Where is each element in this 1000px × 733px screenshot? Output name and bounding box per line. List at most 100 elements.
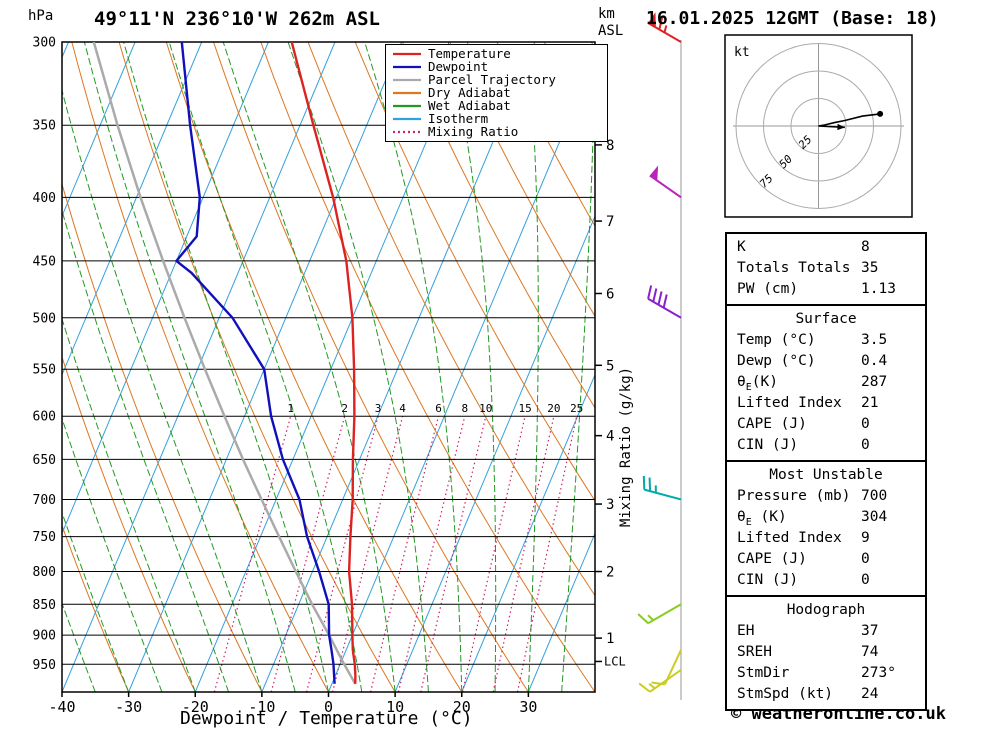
legend-item-temperature: Temperature: [392, 46, 603, 61]
legend-item-dewpoint: Dewpoint: [392, 59, 603, 74]
stats-box-hodograph: Hodograph EH 37 SREH 74 StmDir 273° StmSpd (kt)…: [725, 595, 927, 711]
stat-row: θE (K) 304: [727, 507, 925, 528]
dewpoint-curve: [174, 42, 336, 684]
pressure-tick-label: 600: [33, 410, 56, 425]
stats-box: K 8 Totals Totals 35 PW (cm) 1.13: [725, 232, 927, 306]
parcel-trajectory-curve: [92, 42, 357, 685]
stat-value: 0.4: [861, 353, 888, 369]
stat-row: EH 37: [727, 621, 925, 642]
stat-value: 287: [861, 374, 888, 390]
pressure-tick-label: 800: [33, 565, 56, 580]
stat-row: CIN (J) 0: [727, 570, 925, 591]
legend-swatch: [393, 117, 421, 120]
barb-full: [652, 288, 658, 303]
mixing-ratio-value-label: 1: [287, 402, 294, 415]
temp-tick-label: -30: [115, 698, 142, 716]
stat-row: CAPE (J) 0: [727, 414, 925, 435]
legend-swatch: [393, 65, 421, 68]
pressure-tick-label: 650: [33, 453, 56, 468]
stat-label: CAPE (J): [737, 551, 807, 567]
km-tick-label: 2: [606, 565, 614, 581]
km-tick-label: 8: [606, 138, 614, 154]
temp-tick-label: -40: [48, 698, 75, 716]
stat-value: 9: [861, 530, 870, 546]
stat-label: Temp (°C): [737, 332, 816, 348]
hodograph-unit-label: kt: [734, 45, 750, 60]
stat-value: 37: [861, 623, 879, 639]
stat-value: 0: [861, 551, 870, 567]
legend-swatch: [393, 52, 421, 55]
stat-row: Lifted Index 21: [727, 393, 925, 414]
stat-value: 8: [861, 239, 870, 255]
hodograph-trace: [818, 113, 881, 127]
lcl-label: LCL: [604, 654, 626, 668]
mixing-ratio-value-label: 6: [435, 402, 442, 415]
stat-row: θE(K) 287: [727, 372, 925, 393]
mixing-ratio-axis-label: Mixing Ratio (g/kg): [618, 366, 634, 528]
barb-full: [657, 291, 663, 306]
legend-swatch: [393, 104, 421, 107]
pressure-grid: 300 350 400 450 500 550 600 650 700 750 800 850 900 9…: [33, 36, 595, 673]
stat-label: CAPE (J): [737, 416, 807, 432]
legend-label: Dry Adiabat: [428, 85, 511, 100]
barb-half: [663, 25, 668, 33]
stats-section-title: Most Unstable: [769, 467, 883, 483]
km-asl-axis-title: km ASL: [598, 6, 623, 40]
pressure-tick-label: 500: [33, 311, 56, 326]
temp-tick-label: 0: [324, 698, 333, 716]
location-title: 49°11'N 236°10'W 262m ASL: [94, 8, 380, 30]
temp-tick-label: -20: [182, 698, 209, 716]
stat-row: Temp (°C) 3.5: [727, 330, 925, 351]
legend-item-dry-adiabat: Dry Adiabat: [392, 85, 603, 100]
mixing-ratio-value-label: 3: [375, 402, 382, 415]
hodograph-trace-endpoint: [877, 110, 884, 117]
mixing-ratio-value-label: 25: [570, 402, 583, 415]
pressure-tick-label: 550: [33, 363, 56, 378]
stats-box-surface: Surface Temp (°C) 3.5 Dewp (°C) 0.4 θE(K) 287 L…: [725, 304, 927, 462]
stat-value: 700: [861, 488, 888, 504]
stat-value: 0: [861, 572, 870, 588]
mixing-ratio-value-label: 20: [547, 402, 560, 415]
datetime-label: 16.01.2025 12GMT (Base: 18): [646, 8, 939, 29]
storm-motion-arrowhead: [837, 123, 845, 131]
mixing-ratio-value-label: 8: [461, 402, 468, 415]
wind-barb: [642, 475, 682, 501]
km-tick-label: 1: [606, 631, 614, 647]
legend-label: Parcel Trajectory: [428, 72, 556, 87]
stat-label: Lifted Index: [737, 395, 842, 411]
barb-full: [658, 16, 664, 30]
barb-full: [662, 294, 668, 309]
stats-box-most-unstable: Most Unstable Pressure (mb) 700 θE (K) 304 Li…: [725, 460, 927, 597]
stat-value: 74: [861, 644, 879, 660]
mixing-ratio-value-label: 10: [479, 402, 492, 415]
km-tick-label: 5: [606, 358, 614, 374]
legend-item-wet-adiabat: Wet Adiabat: [392, 98, 603, 113]
stat-row: CIN (J) 0: [727, 435, 925, 456]
stat-row: Dewp (°C) 0.4: [727, 351, 925, 372]
isotherms-group: [62, 42, 595, 692]
wind-barbs-column: [637, 12, 682, 700]
stat-label: SREH: [737, 644, 772, 660]
stat-value: 0: [861, 416, 870, 432]
stat-label: Lifted Index: [737, 530, 842, 546]
stat-row: StmDir 273°: [727, 663, 925, 684]
temp-axis: -40 -30 -20 -10 0 10 20 30: [48, 692, 537, 716]
temp-tick-label: 10: [386, 698, 404, 716]
legend-item-parcel-trajectory: Parcel Trajectory: [392, 72, 603, 87]
temperature-curve: [290, 42, 357, 684]
stat-value: 35: [861, 260, 879, 276]
asl-label: ASL: [598, 23, 624, 39]
stat-row: Totals Totals 35: [727, 258, 925, 279]
pressure-tick-label: 900: [33, 629, 56, 644]
hodograph-ring: [735, 43, 902, 209]
legend-label: Wet Adiabat: [428, 98, 511, 113]
mixing-ratio-value-label: 4: [399, 402, 406, 415]
pressure-tick-label: 750: [33, 530, 56, 545]
stat-row: CAPE (J) 0: [727, 549, 925, 570]
pressure-tick-label: 700: [33, 493, 56, 508]
stat-value: 273°: [861, 665, 896, 681]
mixing-ratio-value-label: 15: [518, 402, 531, 415]
stat-value: 304: [861, 509, 888, 525]
